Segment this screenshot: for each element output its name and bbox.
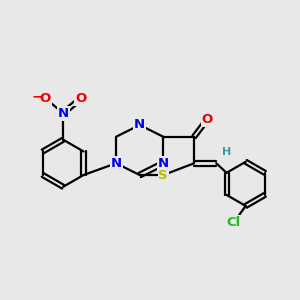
Text: −: − <box>32 89 43 103</box>
Text: N: N <box>158 157 169 170</box>
Text: O: O <box>202 112 213 126</box>
Text: N: N <box>134 118 145 131</box>
Text: S: S <box>158 169 168 182</box>
Text: Cl: Cl <box>227 216 241 229</box>
Text: N: N <box>111 157 122 170</box>
Text: O: O <box>75 92 86 105</box>
Text: O: O <box>40 92 51 105</box>
Text: H: H <box>222 147 231 157</box>
Text: N: N <box>58 107 69 120</box>
